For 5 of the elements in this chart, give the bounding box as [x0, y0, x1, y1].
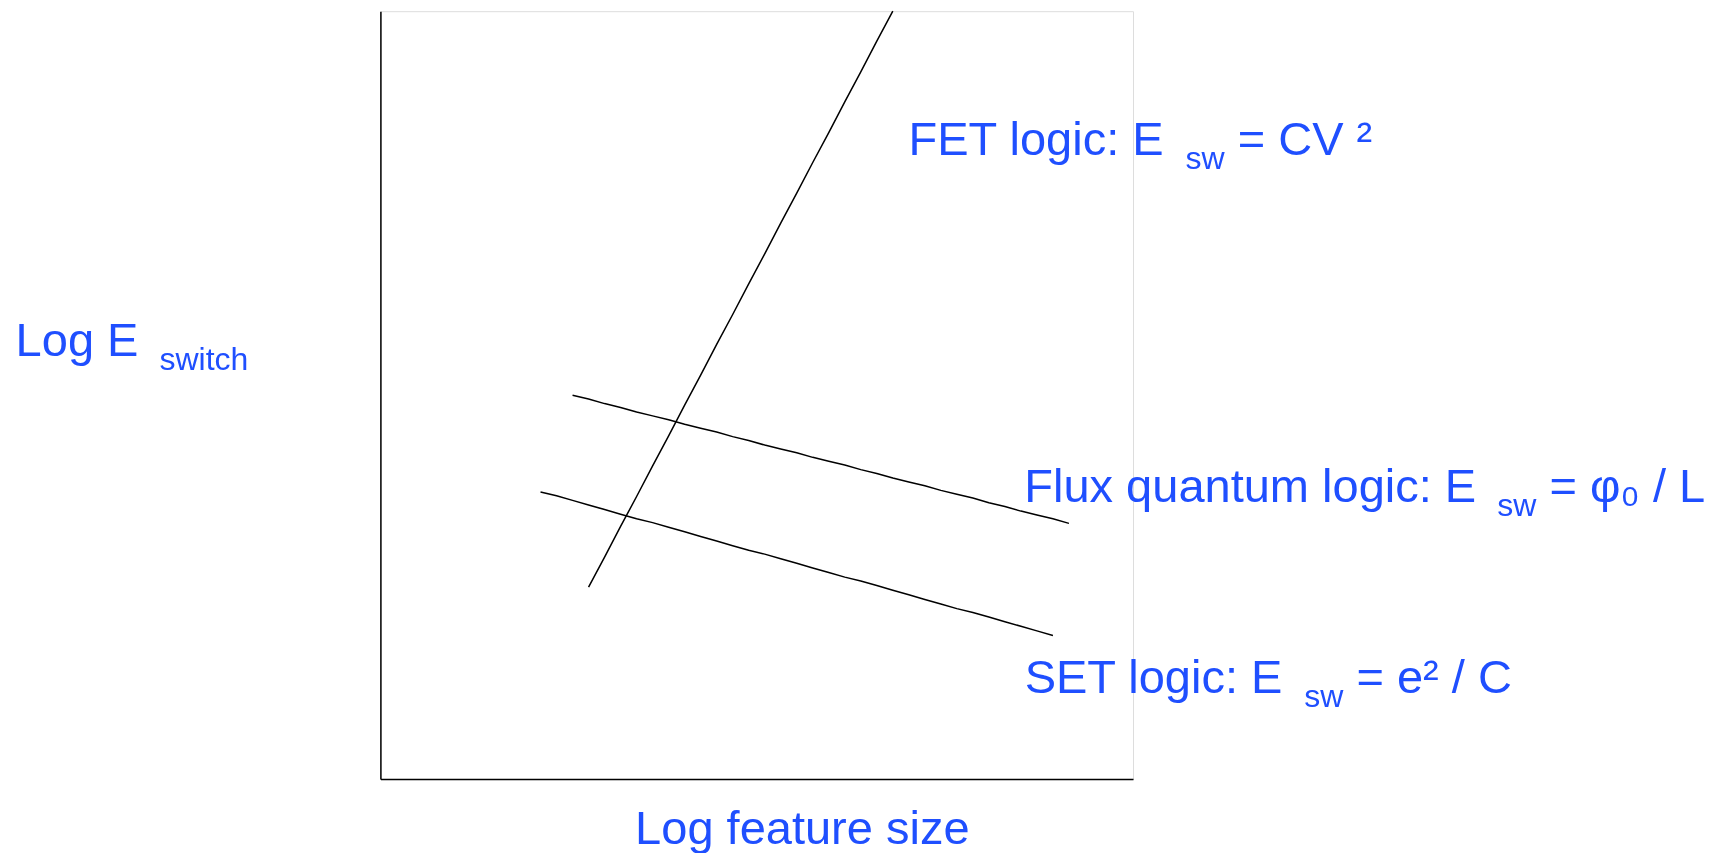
x-axis-title: Log feature size [635, 800, 970, 853]
y-axis-title: Log E switch [15, 313, 249, 377]
series-label: FET logic: E sw = CV ² [908, 112, 1373, 176]
series-label: SET logic: E sw = e² / C [1024, 649, 1512, 714]
series-label: Flux quantum logic: E sw = φ₀ / L [1024, 458, 1706, 523]
